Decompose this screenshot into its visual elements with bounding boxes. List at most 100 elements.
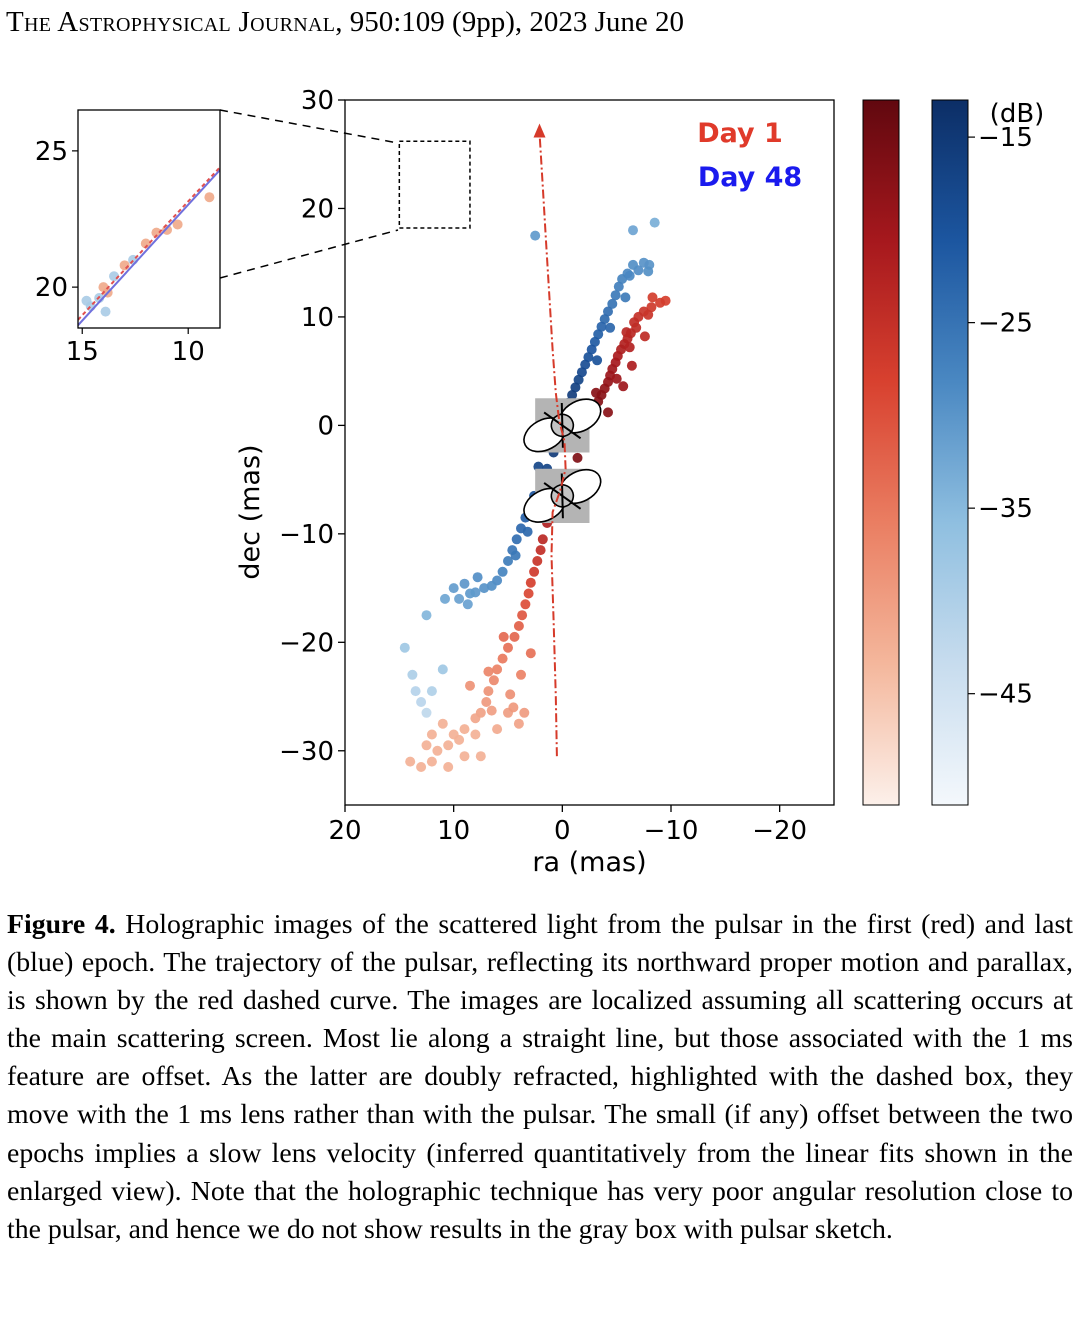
data-point-day48 [530,230,541,241]
data-point-day48 [628,259,638,270]
data-point-day1 [498,631,509,642]
colorbar-tick-label: −25 [978,309,1033,339]
data-point-day48 [599,314,610,325]
data-point-day1 [516,669,526,680]
citation-info: , 950:109 (9pp), 2023 June 20 [335,6,685,38]
x-tick-label: 0 [554,816,571,846]
data-point-day1 [626,360,637,371]
y-tick-label: −30 [279,737,334,767]
inset-fit-line [78,166,220,321]
journal-name: The Astrophysical Journal [6,6,336,38]
inset-point-day1 [204,192,215,203]
data-point-day1 [523,588,534,599]
data-point-day1 [520,599,531,610]
inset-x-tick-label: 10 [172,337,205,367]
data-point-day1 [537,534,548,545]
colorbar-tick-label: −15 [978,123,1033,153]
data-point-day48 [567,390,578,400]
data-point-day1 [416,762,427,772]
inset-point-day48 [100,306,111,317]
inset-plot-frame [77,109,221,329]
data-point-day1 [459,724,470,735]
data-point-day1 [646,302,657,313]
data-point-day48 [437,664,448,675]
main-plot: 20 10 0 −10 −20 30 20 10 0 −10 −20 −30 ra (mas) dec… [235,86,835,878]
pulsar-sketch [523,468,602,523]
data-point-day48 [459,578,470,589]
data-point-day48 [522,526,533,537]
y-tick-label: 20 [301,194,334,224]
data-point-day48 [407,669,418,680]
data-point-day48 [570,382,581,393]
data-point-day1 [508,702,519,713]
data-point-day48 [610,290,621,301]
data-point-day48 [589,336,600,347]
data-point-day1 [432,745,443,756]
y-tick-label: 0 [317,411,334,441]
data-point-day1 [513,718,524,729]
data-point-day1 [475,751,486,762]
data-point-day48 [416,697,427,707]
data-point-day48 [510,550,521,561]
data-point-day1 [437,718,448,729]
data-point-day1 [492,724,503,735]
data-point-day48 [620,292,631,303]
data-point-day1 [517,610,528,621]
data-point-day48 [643,266,654,277]
figure-4: 20 10 0 −10 −20 30 20 10 0 −10 −20 −30 ra (mas) dec… [35,86,1044,878]
data-point-day1 [459,751,470,762]
data-point-day1 [470,713,481,724]
data-point-day1 [470,729,481,740]
data-point-day48 [596,321,607,332]
data-point-day1 [443,740,454,751]
data-point-day1 [486,705,497,716]
data-point-day48 [607,298,618,309]
inset-y-tick-label: 20 [35,273,68,303]
pulsar-sketch [523,398,602,453]
data-point-day48 [503,556,513,566]
connector-lines [219,109,399,279]
data-point-day48 [617,274,628,284]
data-point-day1 [443,762,454,772]
colorbar-blue [931,99,969,806]
data-point-day1 [509,631,520,642]
data-point-day48 [605,322,616,333]
data-point-day48 [448,583,459,594]
data-point-day1 [647,292,658,303]
data-point-day1 [621,327,632,338]
data-point-day48 [421,610,432,621]
inset-y-tick-label: 25 [35,137,68,167]
data-point-day1 [572,452,583,463]
data-point-day1 [618,381,629,392]
data-point-day48 [649,217,660,228]
highlight-dashed-box [398,140,471,229]
data-point-day1 [483,686,494,697]
inset-point-day1 [172,219,183,230]
data-point-day1 [405,756,416,767]
data-point-day48 [580,359,591,370]
data-point-day48 [426,686,437,697]
inset-fit-line [78,169,220,326]
data-point-day48 [593,329,604,340]
data-point-day1 [465,680,475,691]
caption-text: Holographic images of the scattered ligh… [7,909,1073,1245]
data-point-day48 [638,257,649,268]
data-point-day1 [603,407,613,418]
data-point-day48 [454,593,465,604]
inset-x-tick-label: 15 [66,337,99,367]
data-point-day48 [511,534,522,545]
data-point-day48 [613,281,624,292]
data-point-day48 [573,374,584,385]
inset-point-day1 [151,227,162,238]
y-axis-label: dec (mas) [235,444,266,579]
trajectory-arrowhead [533,123,546,138]
inset-point-day1 [162,224,173,235]
data-point-day48 [603,306,613,317]
data-point-day1 [426,756,437,767]
data-point-day1 [492,664,503,675]
x-tick-label: 20 [328,816,361,846]
inset-point-day1 [140,238,151,249]
inset-plot: 15 10 25 20 [35,109,221,367]
main-plot-frame [344,99,835,806]
data-point-day1 [503,642,513,653]
